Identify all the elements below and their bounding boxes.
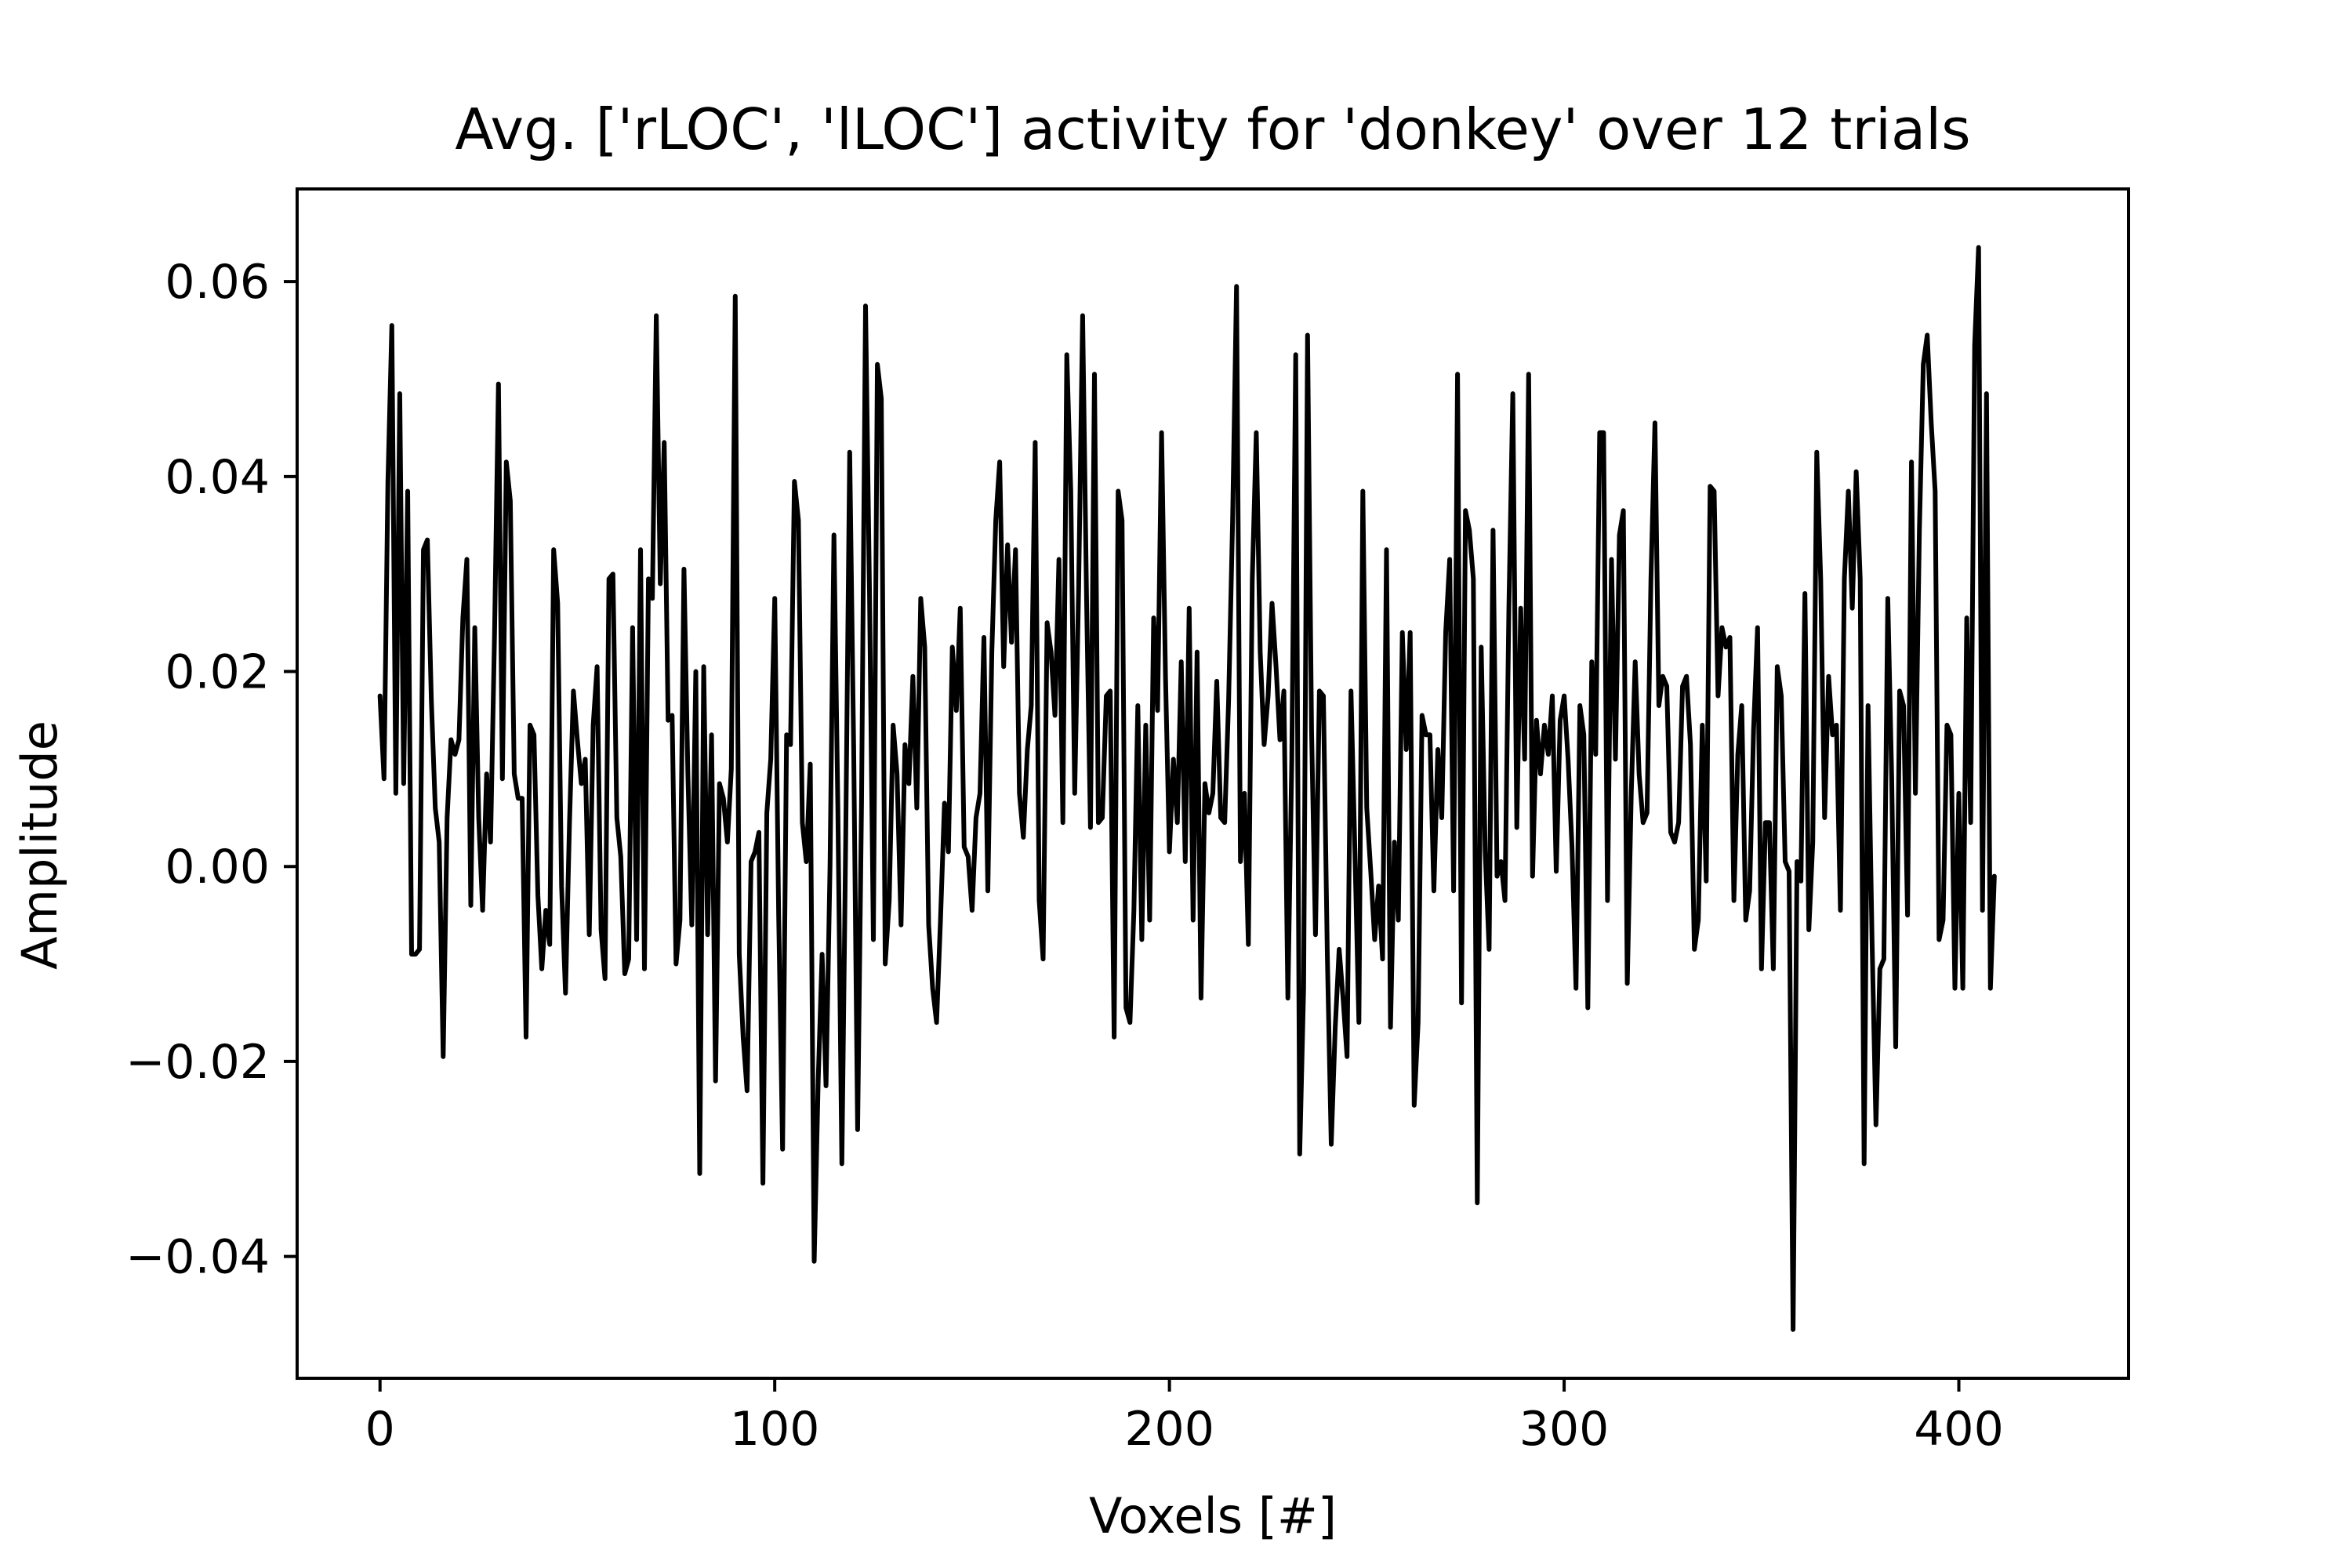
- x-tick-label: 200: [1124, 1402, 1214, 1457]
- plot-area: [377, 245, 1997, 1332]
- y-tick-label: −0.04: [125, 1230, 270, 1285]
- y-tick-label: 0.02: [165, 645, 270, 700]
- x-axis: 0 100 200 300 400: [365, 1378, 2004, 1457]
- x-tick-label: 100: [730, 1402, 820, 1457]
- y-axis-label: Amplitude: [11, 720, 68, 970]
- y-tick-label: 0.04: [165, 450, 270, 505]
- y-tick-label: 0.00: [165, 840, 270, 895]
- y-tick-label: 0.06: [165, 255, 270, 310]
- x-tick-label: 0: [365, 1402, 395, 1457]
- x-axis-label: Voxels [#]: [1089, 1487, 1337, 1544]
- y-tick-label: −0.02: [125, 1035, 270, 1090]
- y-axis: −0.04 −0.02 0.00 0.02 0.04 0.06: [125, 255, 297, 1285]
- series-line: [377, 245, 1997, 1332]
- chart-title: Avg. ['rLOC', 'lLOC'] activity for 'donk…: [455, 96, 1970, 162]
- plot-frame: [296, 187, 2130, 1380]
- x-tick-label: 300: [1519, 1402, 1610, 1457]
- x-tick-label: 400: [1914, 1402, 2004, 1457]
